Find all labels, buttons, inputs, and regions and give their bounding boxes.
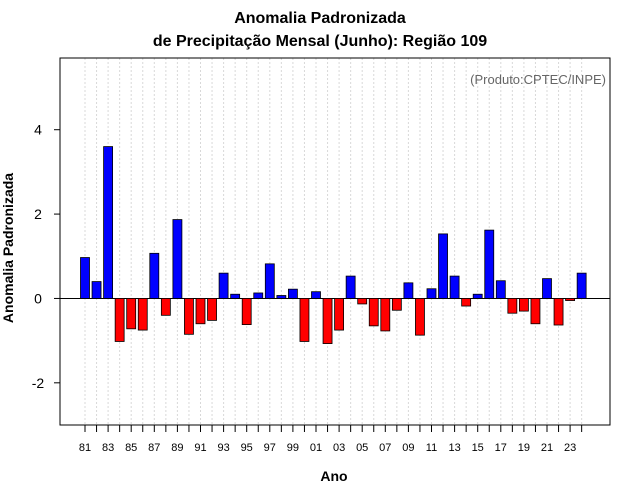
bar-2000 <box>299 298 310 342</box>
x-tick-label: 01 <box>310 442 322 454</box>
bar-1993 <box>218 272 229 299</box>
bar-1984 <box>114 298 125 342</box>
bar-2022 <box>553 298 564 326</box>
bar-2002 <box>322 298 333 344</box>
y-tick-label: 2 <box>34 206 42 222</box>
bar-2009 <box>403 282 414 299</box>
bar-1995 <box>241 298 252 326</box>
x-tick-label: 83 <box>102 442 114 454</box>
plot-frame <box>59 57 611 426</box>
x-tick-label: 23 <box>564 442 576 454</box>
bar-1986 <box>137 298 148 331</box>
bar-2011 <box>426 288 437 299</box>
bar-2012 <box>438 233 448 299</box>
bar-2013 <box>449 275 460 299</box>
bar-1990 <box>184 298 194 335</box>
bar-1989 <box>172 219 183 299</box>
chart-title-line1: Anomalia Padronizada <box>234 10 406 27</box>
x-tick-label: 17 <box>495 442 507 454</box>
bar-1996 <box>253 292 264 299</box>
bar-1982 <box>91 281 102 299</box>
bar-2006 <box>368 298 379 327</box>
bar-2001 <box>311 291 321 299</box>
bar-1987 <box>149 252 160 299</box>
bar-2015 <box>472 293 483 299</box>
bar-1985 <box>126 298 137 330</box>
bar-2014 <box>461 298 472 307</box>
x-tick-label: 85 <box>125 442 137 454</box>
x-tick-label: 89 <box>171 442 183 454</box>
x-tick-label: 03 <box>333 442 345 454</box>
x-tick-label: 95 <box>241 442 253 454</box>
x-tick-label: 07 <box>379 442 391 454</box>
x-tick-label: 05 <box>356 442 368 454</box>
bar-1997 <box>264 263 275 299</box>
y-tick-label: -2 <box>32 375 45 391</box>
credit-label: (Produto:CPTEC/INPE) <box>470 72 606 87</box>
bar-2007 <box>380 298 391 332</box>
x-tick-label: 99 <box>287 442 299 454</box>
chart-title-line2: de Precipitação Mensal (Junho): Região 1… <box>152 33 488 50</box>
x-axis-label: Ano <box>320 468 348 484</box>
bar-2010 <box>415 298 425 336</box>
y-tick-label: 4 <box>34 122 42 138</box>
x-tick-label: 13 <box>448 442 460 454</box>
bar-1983 <box>103 146 113 299</box>
bar-1992 <box>207 298 217 321</box>
bar-1999 <box>287 288 298 299</box>
bar-1998 <box>276 295 287 299</box>
bar-2016 <box>484 229 495 299</box>
bar-2003 <box>334 298 345 331</box>
bar-2004 <box>345 275 356 299</box>
x-tick-label: 93 <box>217 442 229 454</box>
x-tick-label: 81 <box>79 442 91 454</box>
bar-1981 <box>80 257 90 299</box>
x-tick-label: 11 <box>426 442 437 454</box>
bar-2024 <box>576 272 587 299</box>
x-tick-label: 09 <box>402 442 414 454</box>
y-tick-label: 0 <box>34 290 42 306</box>
bar-2017 <box>495 280 506 299</box>
bar-1991 <box>195 298 206 325</box>
bar-1994 <box>230 293 241 299</box>
bar-2021 <box>542 278 552 299</box>
x-tick-label: 15 <box>472 442 484 454</box>
bar-2020 <box>530 298 541 325</box>
bar-2005 <box>357 298 368 305</box>
bar-2018 <box>507 298 518 314</box>
x-tick-label: 91 <box>194 442 206 454</box>
bar-2008 <box>391 298 402 311</box>
x-tick-label: 87 <box>148 442 160 454</box>
x-tick-label: 21 <box>541 442 553 454</box>
x-tick-label: 19 <box>518 442 530 454</box>
bar-1988 <box>160 298 171 316</box>
bar-2023 <box>565 298 575 301</box>
bar-2019 <box>519 298 529 312</box>
x-tick-label: 97 <box>264 442 276 454</box>
